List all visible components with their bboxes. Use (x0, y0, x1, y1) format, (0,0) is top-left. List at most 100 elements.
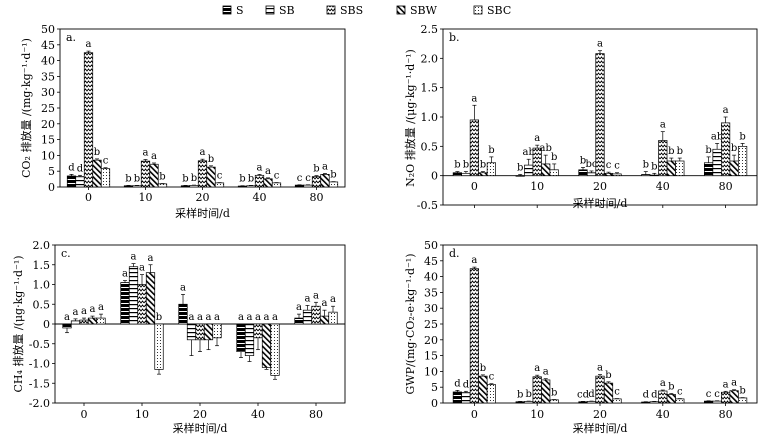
bar-sbs (311, 176, 322, 188)
x-tick-label: 10 (135, 408, 149, 421)
bar-sbs (79, 319, 89, 325)
significance-letter: a (322, 298, 328, 309)
bar-sbw (729, 160, 739, 177)
y-axis-label: N₂O 排放量 /(μg·kg⁻¹·d⁻¹) (403, 49, 417, 187)
significance-letter: a (265, 166, 271, 177)
bar-s (237, 185, 248, 188)
significance-letter: a (534, 133, 540, 144)
y-tick-label: 0 (43, 318, 50, 331)
bar-sb (461, 392, 471, 404)
significance-letter: b (125, 173, 131, 184)
significance-letter: b (668, 382, 674, 393)
y-tick-label: 2.5 (421, 23, 439, 36)
significance-letter: b (94, 147, 100, 158)
x-tick-label: 20 (593, 408, 607, 421)
bar-sbw (319, 315, 330, 325)
significance-letter: a (296, 302, 302, 313)
significance-letter: a (330, 294, 336, 305)
significance-letter: d (463, 379, 470, 390)
bar-sbs (195, 323, 205, 341)
bar-sbs (595, 375, 605, 404)
x-tick-label: 80 (310, 191, 324, 204)
significance-letter: d (68, 162, 75, 173)
significance-letter: b (668, 146, 674, 157)
bar-sbw (729, 390, 739, 404)
bar-sb (132, 185, 142, 188)
significance-letter: c (274, 171, 280, 182)
significance-letter: b (677, 146, 683, 157)
significance-letter: b (159, 172, 165, 183)
x-tick-label: 0 (85, 191, 92, 204)
significance-letter: d (454, 378, 461, 389)
y-tick-label: 20 (41, 118, 55, 131)
x-tick-label: 0 (471, 408, 478, 421)
significance-letter: a (723, 105, 729, 116)
significance-letter: b (739, 131, 745, 142)
significance-letter: d (77, 163, 84, 174)
significance-letter: a (151, 151, 157, 162)
bar-sbs (83, 52, 94, 188)
significance-letter: a (206, 312, 212, 323)
bar-sb (189, 185, 199, 188)
bar-s (515, 175, 525, 177)
bar-s (120, 282, 130, 325)
x-tick-label: 10 (530, 408, 544, 421)
y-tick-label: 1.0 (421, 111, 439, 124)
bar-sbs (720, 391, 731, 404)
x-tick-label: 40 (253, 191, 267, 204)
y-tick-label: 50 (424, 239, 438, 252)
significance-letter: c (706, 389, 712, 400)
x-axis-label: 采样时间/d (573, 196, 628, 210)
significance-letter: b (643, 160, 649, 171)
bar-sb (128, 266, 139, 325)
significance-letter: b (488, 145, 494, 156)
significance-letter: c (614, 387, 620, 398)
bar-s (641, 174, 651, 177)
significance-letter: a (214, 312, 220, 323)
bar-sbw (263, 178, 273, 188)
bar-sbc (737, 145, 748, 177)
x-tick-label: 80 (719, 408, 733, 421)
y-tick-label: 0 (431, 397, 438, 410)
significance-letter: a (305, 293, 311, 304)
panel-label: d. (449, 247, 460, 260)
y-axis-label: GWP/(mg·CO₂-e·kg⁻¹·d⁻¹) (404, 254, 417, 395)
y-axis-label: CO₂ 排放量 /(mg·kg⁻¹·d⁻¹) (19, 38, 33, 178)
bar-sb (75, 176, 85, 188)
significance-letter: a (264, 312, 270, 323)
legend-item-s: S (222, 4, 244, 17)
legend-label-sbc: SBC (487, 4, 511, 17)
significance-letter: d (643, 390, 650, 401)
significance-letter: a (257, 162, 263, 173)
y-tick-label: 1.5 (33, 259, 51, 272)
legend-swatch-sbw (396, 5, 406, 15)
significance-letter: a (148, 253, 154, 264)
significance-letter: c (489, 372, 495, 383)
bar-sbc (675, 160, 685, 177)
significance-letter: cd (577, 389, 590, 400)
bar-sbs (197, 160, 208, 188)
bar-s (452, 391, 462, 404)
significance-letter: c (614, 161, 620, 172)
legend-item-sbw: SBW (396, 4, 438, 17)
bar-sbw (541, 379, 551, 404)
significance-letter: b (731, 143, 737, 154)
x-axis-label: 采样时间/d (175, 206, 230, 220)
bar-sbc (549, 399, 559, 404)
bar-sbs (469, 268, 479, 404)
significance-letter: d (651, 389, 658, 400)
bar-s (236, 323, 246, 352)
bar-sbc (270, 323, 280, 376)
significance-letter: b (191, 173, 197, 184)
bar-sbs (469, 119, 479, 177)
bar-s (178, 303, 188, 325)
bar-sbw (603, 382, 614, 404)
y-tick-label: -0.5 (417, 199, 438, 212)
bar-sb (246, 185, 256, 188)
significance-letter: c (677, 387, 683, 398)
significance-letter: ab (711, 131, 723, 142)
x-tick-label: 0 (81, 408, 88, 421)
bar-sb (303, 184, 313, 188)
